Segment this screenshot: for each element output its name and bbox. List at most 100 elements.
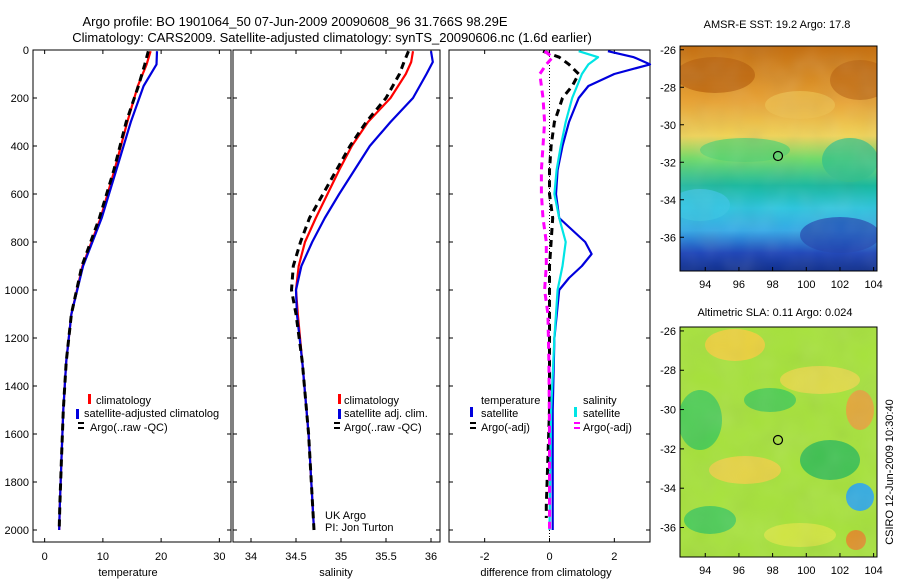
temperature-plot: 0 10 20 30 0 200 400 600 800 1000 1200 1400 1600 1800… xyxy=(5,45,231,563)
x-tick-label: 35 xyxy=(335,551,347,563)
legend-swatch-sal-argo xyxy=(574,422,580,429)
legend-swatch-satellite-adjusted xyxy=(76,409,79,419)
map-x-tick-label: 96 xyxy=(733,279,745,291)
y-tick-label: 600 xyxy=(11,189,29,201)
series-line-salinity-argo-adj- xyxy=(538,49,555,530)
map-y-tick-label: -28 xyxy=(660,82,676,94)
map-y-tick-label: -34 xyxy=(660,483,676,495)
sla-map-image xyxy=(680,327,877,557)
x-tick-label: 10 xyxy=(97,551,109,563)
map-y-tick-label: -26 xyxy=(660,326,676,338)
temperature-legend: climatology satellite-adjusted climatolo… xyxy=(76,394,219,434)
sst-map-image xyxy=(680,46,877,271)
series-line-argo-raw-qc- xyxy=(290,50,410,531)
legend-swatch-temp-satellite xyxy=(470,407,473,417)
difference-panel: -2 0 2 difference from climatology tempera… xyxy=(448,49,652,579)
map-y-tick-label: -32 xyxy=(660,157,676,169)
y-tick-label: 1600 xyxy=(5,429,29,441)
legend-label-temp-satellite: satellite xyxy=(481,408,518,420)
legend-swatch-argo xyxy=(334,422,340,429)
legend-label-satellite-adj: satellite adj. clim. xyxy=(344,408,428,420)
annotation-line1: UK Argo xyxy=(325,510,366,522)
sst-map-panel: AMSR-E SST: 19.2 Argo: 17.8 94 96 98 100 102… xyxy=(660,19,883,291)
map-y-tick-label: -36 xyxy=(660,523,676,535)
sla-argo-marker xyxy=(772,434,784,446)
legend-label-climatology: climatology xyxy=(96,395,152,407)
map-y-tick-label: -32 xyxy=(660,444,676,456)
map-y-tick-label: -30 xyxy=(660,405,676,417)
side-label: CSIRO 12-Jun-2009 10:30:40 xyxy=(884,399,896,545)
annotation-line2: PI: Jon Turton xyxy=(325,522,393,534)
legend-label-temp-argo: Argo(-adj) xyxy=(481,422,530,434)
x-tick-label: 0 xyxy=(42,551,48,563)
sla-map-panel: Altimetric SLA: 0.11 Argo: 0.024 94 96 98 1… xyxy=(660,307,883,577)
legend-swatch-sal-satellite xyxy=(574,407,577,417)
salinity-legend: climatology satellite adj. clim. Argo(..… xyxy=(334,394,428,434)
figure-title-line1: Argo profile: BO 1901064_50 07-Jun-2009 … xyxy=(82,14,507,29)
legend-label-argo: Argo(..raw -QC) xyxy=(344,422,422,434)
map-y-tick-label: -28 xyxy=(660,365,676,377)
legend-label-sal-satellite: satellite xyxy=(583,408,620,420)
legend-label-sal-argo: Argo(-adj) xyxy=(583,422,632,434)
series-line-argo-raw-qc- xyxy=(57,50,150,531)
y-tick-label: 1000 xyxy=(5,285,29,297)
figure-title-line2: Climatology: CARS2009. Satellite-adjuste… xyxy=(72,30,592,45)
sla-map-frame xyxy=(679,326,878,558)
y-tick-label: 200 xyxy=(11,93,29,105)
x-tick-label: 0 xyxy=(546,551,552,563)
map-x-tick-label: 94 xyxy=(699,565,711,577)
legend-swatch-climatology xyxy=(338,394,341,404)
temperature-panel: 0 10 20 30 0 200 400 600 800 1000 1200 1400 1600 1800… xyxy=(5,45,232,579)
legend-group-temperature: temperature xyxy=(481,395,540,407)
map-x-tick-label: 96 xyxy=(733,565,745,577)
y-tick-label: 1200 xyxy=(5,333,29,345)
map-y-tick-label: -34 xyxy=(660,195,676,207)
map-x-tick-label: 104 xyxy=(864,279,882,291)
series-line-temperature-satellite xyxy=(551,50,652,530)
salinity-panel: 34 34.5 35 35.5 36 salinity climatology sate… xyxy=(232,49,441,579)
sst-map-title: AMSR-E SST: 19.2 Argo: 17.8 xyxy=(704,19,851,31)
sst-map-ticks: 94 96 98 100 102 104 -26 -28 -30 -32 -34 -36 xyxy=(660,45,883,291)
y-tick-label: 400 xyxy=(11,141,29,153)
y-tick-label: 800 xyxy=(11,237,29,249)
x-tick-label: 36 xyxy=(425,551,437,563)
map-y-tick-label: -26 xyxy=(660,45,676,57)
y-tick-label: 2000 xyxy=(5,525,29,537)
difference-legend: temperature salinity satellite Argo(-adj… xyxy=(470,395,632,434)
sla-map-ticks: 94 96 98 100 102 104 -26 -28 -30 -32 -34 -36 xyxy=(660,326,883,577)
x-tick-label: 35.5 xyxy=(375,551,396,563)
map-y-tick-label: -30 xyxy=(660,120,676,132)
salinity-axes-box xyxy=(232,49,441,543)
series-line-salinity-satellite xyxy=(548,50,600,531)
sst-argo-marker xyxy=(772,150,784,162)
legend-swatch-argo xyxy=(78,422,84,429)
legend-group-salinity: salinity xyxy=(583,395,617,407)
y-tick-label: 0 xyxy=(23,45,29,57)
legend-swatch-climatology xyxy=(88,394,91,404)
x-tick-label: 34 xyxy=(245,551,257,563)
x-tick-label: 20 xyxy=(155,551,167,563)
legend-label-climatology: climatology xyxy=(344,395,400,407)
x-tick-label: 2 xyxy=(611,551,617,563)
difference-xlabel: difference from climatology xyxy=(480,567,612,579)
map-x-tick-label: 104 xyxy=(864,565,882,577)
map-x-tick-label: 100 xyxy=(797,279,815,291)
salinity-xlabel: salinity xyxy=(319,567,353,579)
legend-swatch-satellite-adj xyxy=(338,409,341,419)
map-x-tick-label: 98 xyxy=(766,565,778,577)
temperature-xlabel: temperature xyxy=(98,567,157,579)
map-y-tick-label: -36 xyxy=(660,232,676,244)
x-tick-label: -2 xyxy=(480,551,490,563)
difference-plot: -2 0 2 xyxy=(449,49,652,563)
map-x-tick-label: 102 xyxy=(831,279,849,291)
legend-label-argo: Argo(..raw -QC) xyxy=(90,422,168,434)
legend-swatch-temp-argo xyxy=(470,422,476,429)
y-tick-label: 1800 xyxy=(5,477,29,489)
temperature-axes-box xyxy=(32,49,232,543)
y-tick-label: 1400 xyxy=(5,381,29,393)
map-x-tick-label: 98 xyxy=(766,279,778,291)
map-x-tick-label: 102 xyxy=(831,565,849,577)
map-x-tick-label: 100 xyxy=(797,565,815,577)
salinity-plot: 34 34.5 35 35.5 36 xyxy=(233,49,440,563)
